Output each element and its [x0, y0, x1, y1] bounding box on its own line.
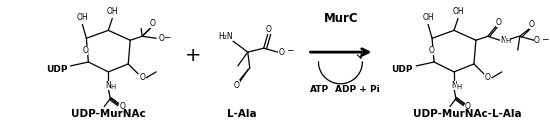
- Text: O: O: [82, 46, 89, 55]
- Text: OH: OH: [422, 13, 434, 22]
- Text: UDP: UDP: [392, 65, 413, 74]
- Text: MurC: MurC: [324, 12, 359, 25]
- Text: O: O: [149, 19, 155, 28]
- Text: O: O: [139, 73, 145, 82]
- Text: L-Ala: L-Ala: [227, 109, 257, 119]
- Text: +: +: [185, 46, 201, 65]
- Text: N: N: [500, 36, 505, 45]
- Text: O: O: [279, 48, 284, 57]
- Text: O: O: [534, 36, 540, 45]
- Text: O: O: [234, 81, 240, 90]
- Text: ADP + Pi: ADP + Pi: [335, 85, 379, 94]
- Text: OH: OH: [76, 13, 88, 22]
- Text: −: −: [286, 46, 293, 55]
- Text: O: O: [529, 20, 535, 29]
- Text: UDP: UDP: [46, 65, 67, 74]
- Text: H₂N: H₂N: [218, 32, 233, 41]
- Text: O: O: [485, 73, 491, 82]
- Text: UDP-MurNAc: UDP-MurNAc: [71, 109, 146, 119]
- Text: −: −: [163, 32, 171, 41]
- Text: O: O: [266, 25, 272, 34]
- Text: H: H: [505, 38, 510, 44]
- Text: O: O: [158, 34, 164, 43]
- Text: UDP-MurNAc-L-Ala: UDP-MurNAc-L-Ala: [412, 109, 521, 119]
- Text: −: −: [541, 34, 548, 43]
- Text: ATP: ATP: [310, 85, 329, 94]
- Text: O: O: [428, 46, 434, 55]
- Text: O: O: [119, 102, 125, 111]
- Text: O: O: [496, 18, 502, 27]
- Text: N: N: [451, 81, 457, 90]
- Text: N: N: [106, 81, 111, 90]
- Text: H: H: [456, 84, 461, 90]
- Text: H: H: [111, 84, 116, 90]
- Text: O: O: [465, 102, 471, 111]
- Text: OH: OH: [107, 7, 118, 16]
- Text: OH: OH: [452, 7, 464, 16]
